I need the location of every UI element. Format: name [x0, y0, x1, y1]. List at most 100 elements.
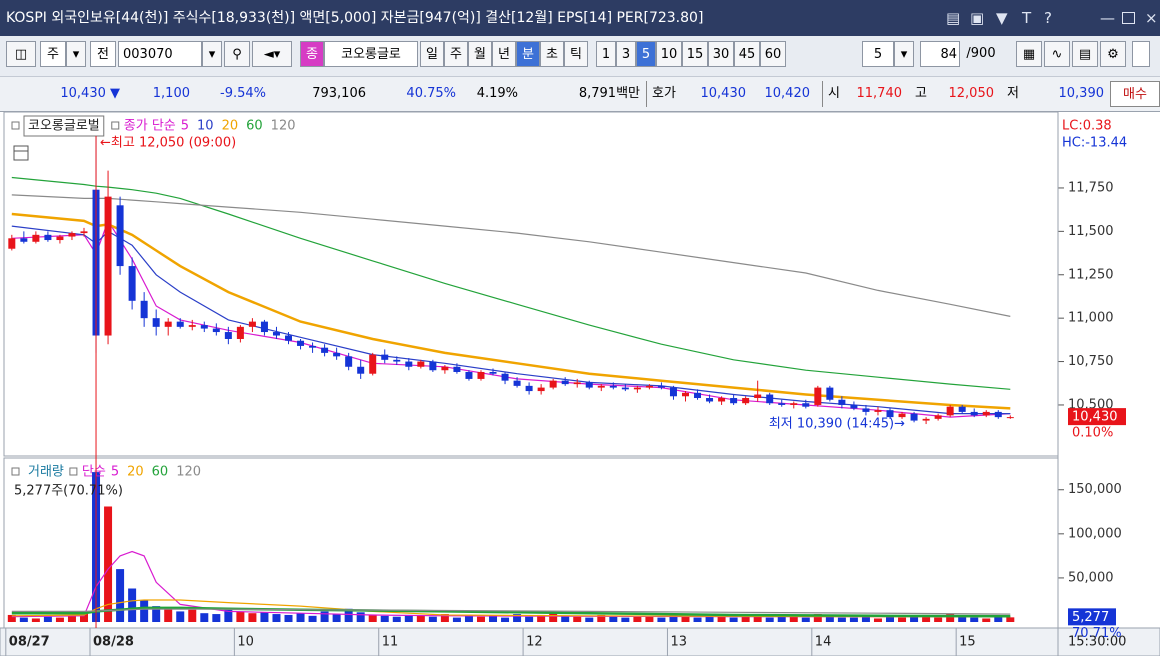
candle-body: [453, 366, 461, 372]
volume-bar: [849, 617, 858, 623]
volume-bar: [176, 611, 185, 623]
candle-body: [994, 411, 1002, 418]
change: 1,100: [152, 86, 190, 101]
save[interactable]: ▤: [1072, 41, 1098, 67]
candle-body: [778, 403, 786, 405]
volume-bar: [946, 614, 955, 623]
close[interactable]: ×: [1145, 9, 1158, 27]
period-button[interactable]: 주: [444, 41, 468, 67]
candle-body: [1006, 417, 1014, 419]
volume-bar: [272, 614, 281, 623]
high: 12,050: [948, 86, 995, 101]
period-button[interactable]: 초: [540, 41, 564, 67]
candle-body: [68, 233, 76, 237]
period-button[interactable]: 월: [468, 41, 492, 67]
stock-name[interactable]: 코오롱글로: [324, 41, 418, 67]
buy-button[interactable]: 매수: [1110, 81, 1160, 107]
icon[interactable]: ▼: [996, 9, 1008, 27]
x-tick-label: 10: [237, 635, 254, 650]
menu-icon[interactable]: ◫: [6, 41, 36, 67]
code-input[interactable]: 003070: [118, 41, 202, 67]
candle-body: [573, 382, 581, 385]
search[interactable]: ⚲: [224, 41, 250, 67]
period-button[interactable]: 틱: [564, 41, 588, 67]
legend-entry: 120: [271, 119, 296, 134]
icon[interactable]: ▤: [946, 9, 961, 27]
y-tick-label: 11,250: [1068, 267, 1114, 282]
volume-bar: [645, 616, 654, 623]
interval-button[interactable]: 10: [656, 41, 682, 67]
interval-button[interactable]: 30: [708, 41, 734, 67]
calendar-icon[interactable]: [13, 145, 29, 161]
volume-bar: [152, 606, 161, 623]
candle-body: [405, 361, 413, 367]
candle-body: [128, 266, 136, 301]
prev[interactable]: 전: [90, 41, 116, 67]
icon-text[interactable]: ?: [1044, 9, 1052, 27]
dropdown[interactable]: ▾: [66, 41, 86, 67]
volume-bar: [212, 614, 221, 623]
candle-body: [621, 387, 629, 390]
interval-button[interactable]: 45: [734, 41, 760, 67]
candle-body: [694, 392, 702, 399]
candle-body: [477, 371, 485, 379]
volume-bar: [585, 617, 594, 623]
candle-body: [982, 411, 990, 416]
interval-button[interactable]: 60: [760, 41, 786, 67]
label: 고: [915, 86, 927, 101]
volume-bar: [296, 613, 305, 623]
sound[interactable]: ◄▾: [252, 41, 292, 67]
candle-body: [706, 398, 714, 402]
y-tick-label: 11,750: [1068, 180, 1114, 195]
volume-bar: [104, 506, 113, 623]
legend-checkbox: [11, 467, 20, 476]
volume-bar: [741, 614, 750, 623]
tool[interactable]: ▦: [1016, 41, 1042, 67]
candle-body: [369, 354, 377, 374]
last-change: 0.10%: [1072, 426, 1113, 441]
minimize[interactable]: —: [1100, 9, 1115, 27]
interval-button[interactable]: 1: [596, 41, 616, 67]
icon[interactable]: ▣: [970, 9, 985, 27]
volume-pane: [3, 457, 1059, 629]
checkbox[interactable]: [1132, 41, 1150, 67]
candle-body: [501, 373, 509, 381]
tool[interactable]: ∿: [1044, 41, 1070, 67]
candle-body: [188, 325, 196, 327]
count[interactable]: 84: [920, 41, 960, 67]
dropdown[interactable]: ▾: [202, 41, 222, 67]
volume-bar: [464, 614, 473, 623]
period-button[interactable]: 일: [420, 41, 444, 67]
volume-bar: [621, 617, 630, 623]
interval-button[interactable]: 5: [636, 41, 656, 67]
icon-text[interactable]: T: [1022, 9, 1032, 27]
interval-button[interactable]: 3: [616, 41, 636, 67]
volume-bar: [368, 614, 377, 623]
chart-title: 코오롱글로벌: [28, 119, 100, 134]
volume-bar: [344, 608, 353, 623]
candle-body: [429, 361, 437, 371]
candle-body: [176, 321, 184, 327]
volume-bar: [31, 618, 40, 623]
interval-button[interactable]: 15: [682, 41, 708, 67]
volume-bar: [633, 615, 642, 623]
period-button[interactable]: 분: [516, 41, 540, 67]
last-tag: [1068, 408, 1126, 426]
x-tick-label: 15: [959, 635, 976, 650]
period-button[interactable]: 년: [492, 41, 516, 67]
market[interactable]: 주: [40, 41, 66, 67]
volume-bar: [898, 617, 907, 623]
legend-entry: 5: [181, 119, 189, 134]
time-label: 15:30:00: [1068, 635, 1126, 650]
maximize[interactable]: [1122, 12, 1135, 24]
dropdown[interactable]: ▾: [894, 41, 914, 67]
volume-bar: [729, 617, 738, 623]
title-bar: KOSPI 외국인보유[44(천)] 주식수[18,933(천)] 액면[5,0…: [0, 0, 1160, 36]
low: 10,390: [1058, 86, 1105, 101]
volume-bar: [140, 599, 149, 623]
unit[interactable]: 5: [862, 41, 894, 67]
label: 저: [1007, 86, 1019, 101]
volume-bar: [404, 614, 413, 623]
settings[interactable]: ⚙: [1100, 41, 1126, 67]
